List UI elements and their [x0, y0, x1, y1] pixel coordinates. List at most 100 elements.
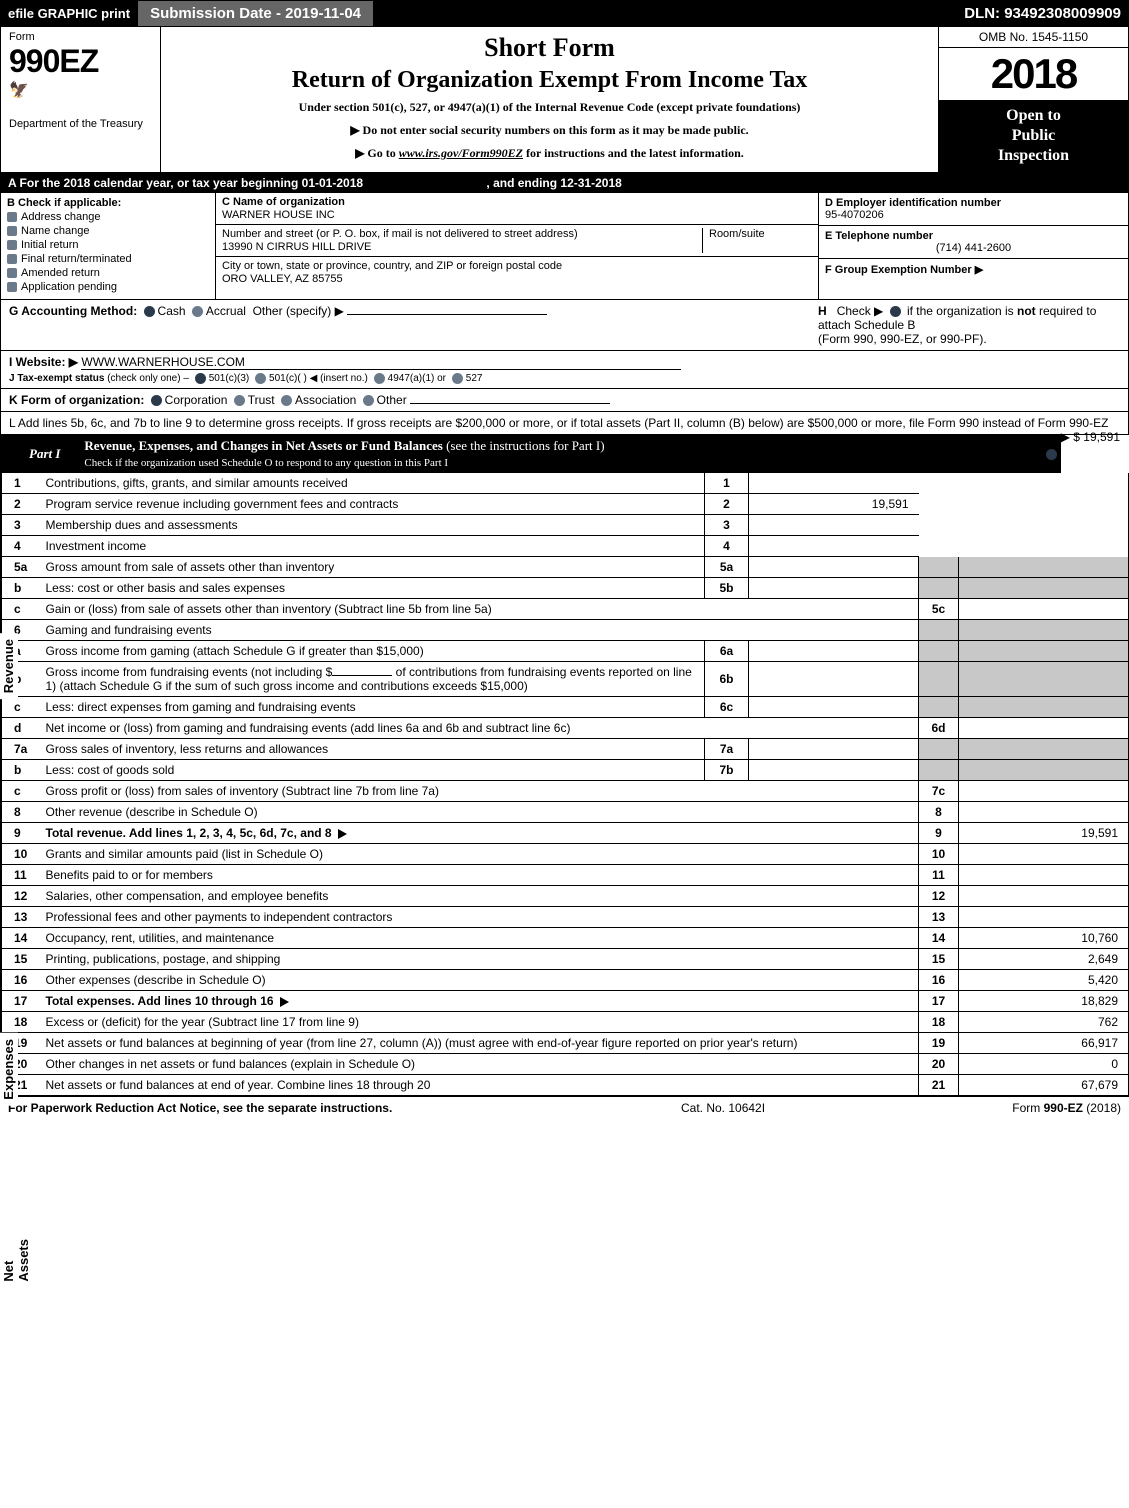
name-label: C Name of organization: [222, 196, 812, 208]
omb-number: OMB No. 1545-1150: [939, 27, 1128, 48]
line-6c: cLess: direct expenses from gaming and f…: [2, 697, 1129, 718]
open-line3: Inspection: [943, 146, 1124, 166]
no-ssn-warning: ▶ Do not enter social security numbers o…: [171, 123, 928, 138]
radio-icon[interactable]: [255, 373, 266, 384]
line-21: 21Net assets or fund balances at end of …: [2, 1075, 1129, 1096]
k-label: K Form of organization:: [9, 393, 144, 407]
line-12: 12Salaries, other compensation, and empl…: [2, 886, 1129, 907]
room-suite: Room/suite: [702, 228, 812, 253]
line-6a: aGross income from gaming (attach Schedu…: [2, 641, 1129, 662]
netassets-label: Net Assets: [0, 1233, 33, 1288]
line-8: 8Other revenue (describe in Schedule O)8: [2, 802, 1129, 823]
under-section: Under section 501(c), 527, or 4947(a)(1)…: [171, 100, 928, 115]
revenue-label: Revenue: [0, 633, 18, 699]
l-text: L Add lines 5b, 6c, and 7b to line 9 to …: [9, 416, 1108, 430]
checkbox-icon[interactable]: [7, 268, 17, 278]
part1-body: Revenue Expenses Net Assets 1Contributio…: [0, 473, 1129, 1096]
radio-icon[interactable]: [144, 306, 155, 317]
line-11: 11Benefits paid to or for members11: [2, 865, 1129, 886]
section-c: C Name of organization WARNER HOUSE INC …: [216, 193, 818, 299]
line-7c: cGross profit or (loss) from sales of in…: [2, 781, 1129, 802]
open-line2: Public: [943, 126, 1124, 146]
tel-value: (714) 441-2600: [825, 242, 1122, 254]
h-label: H: [818, 304, 827, 318]
chk-name: Name change: [7, 225, 209, 237]
goto-post: for instructions and the latest informat…: [523, 146, 744, 160]
line-15: 15Printing, publications, postage, and s…: [2, 949, 1129, 970]
dept-treasury: Department of the Treasury: [9, 118, 152, 130]
checkbox-icon[interactable]: [7, 282, 17, 292]
info-block: B Check if applicable: Address change Na…: [0, 193, 1129, 300]
irs-link[interactable]: www.irs.gov/Form990EZ: [399, 146, 523, 160]
checkbox-icon[interactable]: [7, 254, 17, 264]
radio-icon[interactable]: [890, 306, 901, 317]
chk-initial: Initial return: [7, 239, 209, 251]
radio-icon[interactable]: [151, 395, 162, 406]
checkbox-icon[interactable]: [7, 240, 17, 250]
tel-label: E Telephone number: [825, 230, 1122, 242]
checkbox-icon[interactable]: [7, 226, 17, 236]
short-form-title: Short Form: [171, 33, 928, 63]
part1-tab: Part I: [12, 442, 78, 466]
line-14: 14Occupancy, rent, utilities, and mainte…: [2, 928, 1129, 949]
radio-icon[interactable]: [374, 373, 385, 384]
lines-table: 1Contributions, gifts, grants, and simil…: [1, 473, 1129, 1096]
k-other-field[interactable]: [410, 403, 610, 404]
section-j: J Tax-exempt status (check only one) – 5…: [9, 370, 1120, 384]
section-l: L Add lines 5b, 6c, and 7b to line 9 to …: [0, 412, 1129, 435]
header-left: Form 990EZ 🦅 Department of the Treasury: [1, 27, 161, 172]
line-6d: dNet income or (loss) from gaming and fu…: [2, 718, 1129, 739]
form-number: 990EZ: [9, 43, 152, 80]
city-label: City or town, state or province, country…: [222, 260, 812, 272]
return-title: Return of Organization Exempt From Incom…: [171, 67, 928, 94]
triangle-icon: [280, 997, 289, 1007]
l-amount: ▶ $ 19,591: [1061, 430, 1120, 444]
checkbox-icon[interactable]: [7, 212, 17, 222]
chk-address: Address change: [7, 211, 209, 223]
line-7b: bLess: cost of goods sold7b: [2, 760, 1129, 781]
radio-icon[interactable]: [195, 373, 206, 384]
website-value[interactable]: WWW.WARNERHOUSE.COM: [81, 355, 681, 370]
other-specify-field[interactable]: [347, 314, 547, 315]
line-19: 19Net assets or fund balances at beginni…: [2, 1033, 1129, 1054]
header-center: Short Form Return of Organization Exempt…: [161, 27, 938, 172]
g-label: G Accounting Method:: [9, 304, 137, 318]
radio-icon[interactable]: [363, 395, 374, 406]
radio-icon[interactable]: [452, 373, 463, 384]
contrib-field[interactable]: [332, 675, 392, 676]
section-h: H Check ▶ if the organization is not req…: [810, 304, 1120, 346]
b-label: B Check if applicable:: [7, 197, 209, 209]
line-4: 4Investment income4: [2, 536, 1129, 557]
form-header: Form 990EZ 🦅 Department of the Treasury …: [0, 26, 1129, 173]
dln-number: DLN: 93492308009909: [956, 5, 1129, 22]
checkbox-icon[interactable]: [1046, 449, 1057, 460]
line-17: 17Total expenses. Add lines 10 through 1…: [2, 991, 1129, 1012]
ein-label: D Employer identification number: [825, 197, 1122, 209]
submission-date: Submission Date - 2019-11-04: [138, 1, 373, 26]
chk-pending: Application pending: [7, 281, 209, 293]
radio-icon[interactable]: [281, 395, 292, 406]
org-name-row: C Name of organization WARNER HOUSE INC: [216, 193, 818, 225]
city-value: ORO VALLEY, AZ 85755: [222, 273, 812, 285]
radio-icon[interactable]: [234, 395, 245, 406]
org-name: WARNER HOUSE INC: [222, 209, 812, 221]
street-value: 13990 N CIRRUS HILL DRIVE: [222, 241, 702, 253]
open-public-badge: Open to Public Inspection: [939, 100, 1128, 172]
section-def: D Employer identification number 95-4070…: [818, 193, 1128, 299]
form-ref: Form 990-EZ (2018): [941, 1101, 1121, 1115]
ein-cell: D Employer identification number 95-4070…: [819, 193, 1128, 226]
line-5b: bLess: cost or other basis and sales exp…: [2, 578, 1129, 599]
line-5a: 5aGross amount from sale of assets other…: [2, 557, 1129, 578]
section-ij: I Website: ▶ WWW.WARNERHOUSE.COM J Tax-e…: [0, 351, 1129, 389]
period-end: , and ending 12-31-2018: [486, 176, 621, 190]
goto-line: ▶ Go to www.irs.gov/Form990EZ for instru…: [171, 146, 928, 161]
radio-icon[interactable]: [192, 306, 203, 317]
group-label: F Group Exemption Number ▶: [825, 264, 983, 276]
city-row: City or town, state or province, country…: [216, 257, 818, 288]
top-bar: efile GRAPHIC print Submission Date - 20…: [0, 0, 1129, 26]
chk-amended: Amended return: [7, 267, 209, 279]
tax-year: 2018: [939, 48, 1128, 100]
triangle-icon: [338, 829, 347, 839]
line-6: 6Gaming and fundraising events: [2, 620, 1129, 641]
paperwork-notice: For Paperwork Reduction Act Notice, see …: [8, 1101, 681, 1115]
